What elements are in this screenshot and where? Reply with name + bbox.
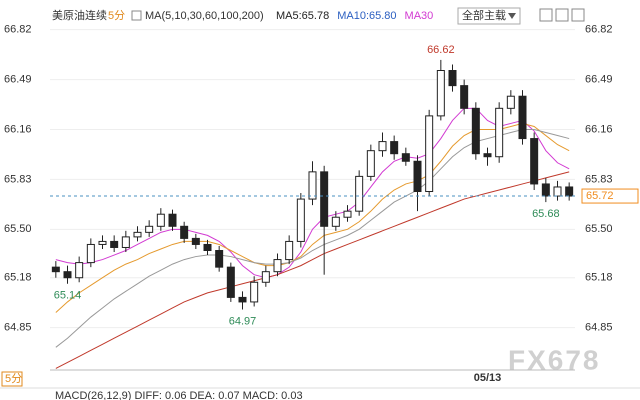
- dropdown-arrow: [508, 13, 516, 19]
- candle-body: [331, 216, 340, 227]
- candle-body: [448, 70, 457, 87]
- watermark: FX678: [508, 344, 601, 375]
- extreme-label: 65.14: [54, 290, 82, 302]
- legend-entry: MA30: [405, 10, 434, 22]
- bottom-period: 5分: [5, 372, 22, 385]
- candle-body: [530, 138, 539, 185]
- ma-icon[interactable]: [131, 10, 142, 21]
- y-tick-label: 66.49: [4, 73, 32, 85]
- candle-body: [320, 171, 329, 227]
- extreme-label: 65.68: [532, 208, 560, 220]
- ma-readout: MA5:65.78: [276, 10, 329, 22]
- candle-body: [180, 225, 189, 239]
- y-tick-label-right: 66.49: [585, 73, 613, 85]
- y-tick-label: 65.18: [4, 272, 32, 284]
- ma-line: [55, 122, 570, 313]
- bottom-period-box[interactable]: [1, 371, 23, 387]
- candle-body: [495, 107, 504, 158]
- y-tick-label-right: 66.16: [585, 123, 613, 135]
- candle-body: [471, 107, 480, 155]
- candle-body: [203, 243, 212, 252]
- candle-body: [343, 210, 352, 218]
- candle-body: [308, 171, 317, 200]
- y-tick-label: 66.82: [4, 24, 32, 36]
- candle-body: [75, 262, 84, 279]
- candle-body: [168, 213, 177, 227]
- menu-dropdown[interactable]: [457, 7, 521, 25]
- last-price-label: 65.72: [586, 190, 614, 202]
- y-tick-label: 65.83: [4, 173, 32, 185]
- ma-line: [55, 171, 570, 369]
- candle-body: [390, 141, 399, 155]
- ma-label: MA(5,10,30,60,100,200): [145, 10, 264, 22]
- toolbar-icon[interactable]: [539, 8, 553, 22]
- candle-body: [553, 186, 562, 197]
- last-price-box: [581, 188, 639, 204]
- toolbar-icon[interactable]: [571, 8, 585, 22]
- candle-body: [238, 296, 247, 303]
- y-tick-label: 65.50: [4, 223, 32, 235]
- candle-body: [506, 95, 515, 109]
- candle-body: [413, 160, 422, 193]
- menu-label: 全部主载: [462, 8, 506, 22]
- candle-body: [133, 231, 142, 238]
- candle-body: [366, 150, 375, 177]
- indicator-text: MACD(26,12,9) DIFF: 0.06 DEA: 0.07 MACD:…: [55, 390, 303, 400]
- y-tick-label: 64.85: [4, 322, 32, 334]
- candle-body: [215, 250, 224, 268]
- candle-body: [226, 266, 235, 298]
- y-tick-label-right: 65.50: [585, 223, 613, 235]
- y-tick-label-right: 64.85: [585, 322, 613, 334]
- chart-title: 美原油连续: [52, 8, 107, 22]
- candle-body: [296, 198, 305, 242]
- y-tick-label: 66.16: [4, 123, 32, 135]
- candle-body: [565, 186, 574, 197]
- candle-body: [425, 115, 434, 193]
- candle-body: [86, 243, 95, 264]
- candle-body: [261, 271, 270, 283]
- candle-body: [191, 237, 200, 245]
- candle-body: [285, 240, 294, 261]
- extreme-label: 64.97: [229, 315, 257, 327]
- ma-readout: MA10:65.80: [337, 10, 396, 22]
- candle-body: [355, 175, 364, 212]
- candle-body: [110, 240, 119, 248]
- ma-line: [55, 128, 570, 348]
- candle-body: [483, 153, 492, 158]
- candle-body: [518, 95, 527, 140]
- toolbar-icon[interactable]: [555, 8, 569, 22]
- candle-body: [145, 225, 154, 233]
- candle-body: [63, 271, 72, 279]
- candle-body: [401, 153, 410, 162]
- y-tick-label-right: 65.83: [585, 173, 613, 185]
- candle-body: [378, 141, 387, 152]
- x-tick-label: 05/13: [474, 372, 502, 384]
- candle-body: [460, 85, 469, 109]
- candle-body: [273, 259, 282, 273]
- y-tick-label-right: 66.82: [585, 24, 613, 36]
- y-tick-label-right: 65.18: [585, 272, 613, 284]
- candle-body: [156, 213, 165, 227]
- candle-body: [51, 266, 60, 273]
- period-label: 5分: [108, 9, 125, 22]
- ma-line: [55, 107, 570, 279]
- candle-body: [98, 240, 107, 245]
- candle-body: [250, 281, 259, 303]
- extreme-label: 66.62: [427, 44, 455, 56]
- candle-body: [436, 70, 445, 117]
- candle-body: [121, 236, 130, 248]
- candle-body: [541, 183, 550, 197]
